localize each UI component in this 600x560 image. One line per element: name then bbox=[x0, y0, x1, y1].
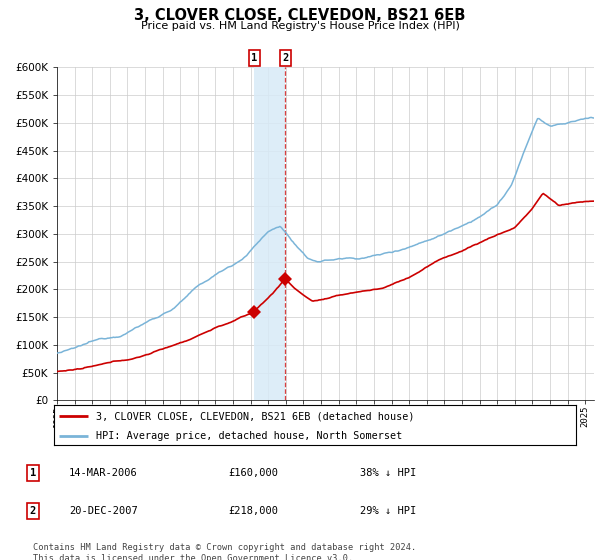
Text: 2: 2 bbox=[282, 53, 289, 63]
Text: £160,000: £160,000 bbox=[228, 468, 278, 478]
Text: 3, CLOVER CLOSE, CLEVEDON, BS21 6EB (detached house): 3, CLOVER CLOSE, CLEVEDON, BS21 6EB (det… bbox=[96, 411, 414, 421]
Bar bbox=[254, 67, 286, 400]
Text: 2: 2 bbox=[30, 506, 36, 516]
Text: Contains HM Land Registry data © Crown copyright and database right 2024.
This d: Contains HM Land Registry data © Crown c… bbox=[33, 543, 416, 560]
Text: 1: 1 bbox=[30, 468, 36, 478]
Text: 20-DEC-2007: 20-DEC-2007 bbox=[69, 506, 138, 516]
Text: 1: 1 bbox=[251, 53, 257, 63]
Text: 38% ↓ HPI: 38% ↓ HPI bbox=[360, 468, 416, 478]
Text: Price paid vs. HM Land Registry's House Price Index (HPI): Price paid vs. HM Land Registry's House … bbox=[140, 21, 460, 31]
Text: 29% ↓ HPI: 29% ↓ HPI bbox=[360, 506, 416, 516]
Text: 3, CLOVER CLOSE, CLEVEDON, BS21 6EB: 3, CLOVER CLOSE, CLEVEDON, BS21 6EB bbox=[134, 8, 466, 24]
Text: £218,000: £218,000 bbox=[228, 506, 278, 516]
Text: HPI: Average price, detached house, North Somerset: HPI: Average price, detached house, Nort… bbox=[96, 431, 402, 441]
Text: 14-MAR-2006: 14-MAR-2006 bbox=[69, 468, 138, 478]
